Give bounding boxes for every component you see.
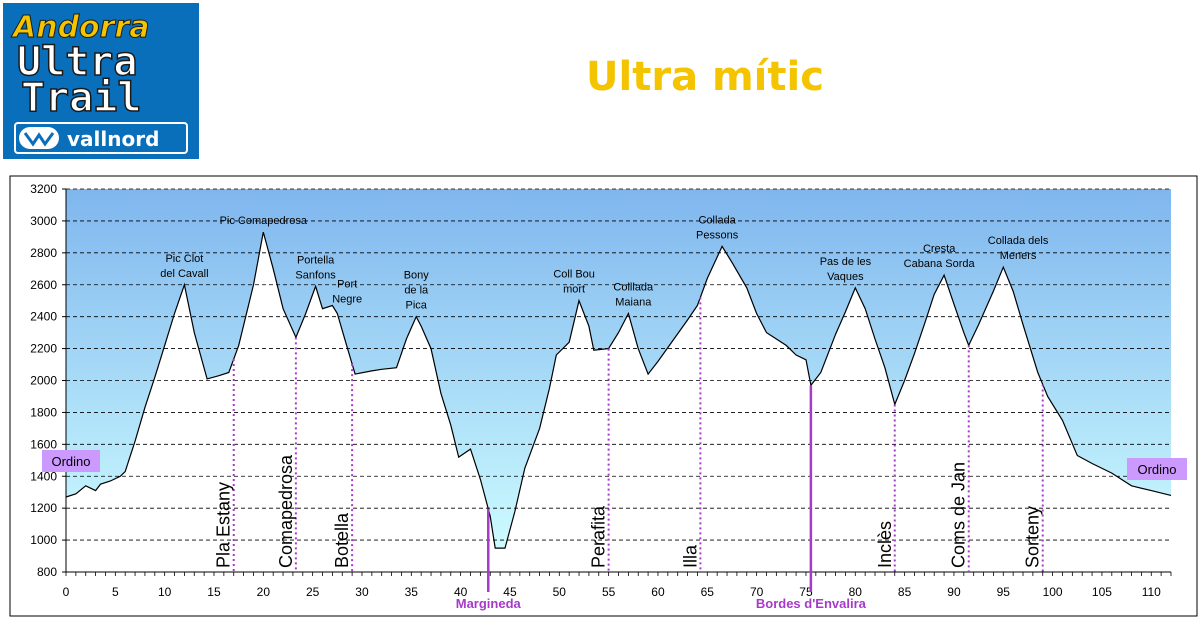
endpoint-label-start: Ordino <box>51 454 90 469</box>
peak-label: Collada Pessons <box>696 214 739 241</box>
y-tick-label: 1000 <box>30 533 57 547</box>
x-tick-label: 50 <box>553 585 567 599</box>
logo-andorra-text: Andorra <box>11 10 150 45</box>
x-tick-label: 10 <box>158 585 172 599</box>
x-tick-label: 25 <box>306 585 320 599</box>
x-tick-label: 40 <box>454 585 468 599</box>
y-tick-label: 800 <box>37 565 57 579</box>
x-tick-label: 20 <box>257 585 271 599</box>
x-tick-label: 45 <box>503 585 517 599</box>
y-tick-label: 1200 <box>30 501 57 515</box>
peak-label: Portella Sanfons <box>295 254 336 281</box>
x-tick-label: 0 <box>63 585 70 599</box>
x-tick-label: 5 <box>112 585 119 599</box>
x-tick-label: 100 <box>1043 585 1063 599</box>
checkpoint-label-coms-de-jan: Coms de Jan <box>949 462 969 568</box>
y-tick-label: 1600 <box>30 437 57 451</box>
endpoint-label-finish: Ordino <box>1137 462 1176 477</box>
peak-label: Pas de les Vaques <box>820 256 872 283</box>
y-tick-label: 2400 <box>30 310 57 324</box>
vallnord-icon <box>19 127 59 149</box>
peak-label: Port Negre <box>332 278 362 305</box>
peak-label: Colllada Maiana <box>613 281 654 308</box>
checkpoint-label-sorteny: Sorteny <box>1023 506 1043 568</box>
elevation-profile-line <box>65 231 1172 549</box>
checkpoint-label-perafita: Perafita <box>589 505 609 568</box>
checkpoint-label-pla-estany: Pla Estany <box>214 482 234 568</box>
logo-vallnord-box <box>14 122 188 154</box>
x-tick-label: 15 <box>207 585 221 599</box>
peak-label: Cresta Cabana Sorda <box>904 243 976 270</box>
x-tick-label: 65 <box>701 585 715 599</box>
y-tick-label: 3200 <box>30 182 57 196</box>
peak-label: Pic Comapedrosa <box>220 215 308 227</box>
endpoint-box-finish <box>1127 458 1187 480</box>
logo-ultra-text: Ultra <box>17 39 137 85</box>
checkpoint-label-incl-s: Inclès <box>875 521 895 568</box>
x-tick-label: 35 <box>405 585 419 599</box>
andorra-ultra-trail-logo: Andorra Ultra Trail vallnord <box>3 3 199 159</box>
y-tick-label: 2800 <box>30 246 57 260</box>
x-tick-label: 85 <box>898 585 912 599</box>
peak-label: Collada dels Meners <box>988 235 1049 262</box>
checkpoint-label-botella: Botella <box>332 512 352 568</box>
x-tick-label: 105 <box>1092 585 1112 599</box>
checkpoint-label-bordes-d-envalira: Bordes d'Envalira <box>756 596 867 611</box>
checkpoint-label-illa: Illa <box>680 544 700 568</box>
page-title: Ultra mític <box>586 54 824 100</box>
x-tick-label: 30 <box>355 585 369 599</box>
y-tick-label: 1800 <box>30 405 57 419</box>
checkpoint-label-margineda: Margineda <box>456 596 522 611</box>
logo-trail-text: Trail <box>21 75 141 121</box>
y-tick-label: 1400 <box>30 469 57 483</box>
x-tick-label: 70 <box>750 585 764 599</box>
sky-fill-area <box>66 189 1171 549</box>
x-tick-label: 75 <box>799 585 813 599</box>
x-tick-label: 110 <box>1142 585 1161 599</box>
x-tick-label: 95 <box>997 585 1011 599</box>
x-tick-label: 60 <box>651 585 665 599</box>
peak-label: Coll Bou mort <box>553 269 595 296</box>
x-tick-label: 80 <box>849 585 863 599</box>
logo-vallnord-text: vallnord <box>67 127 159 151</box>
x-tick-label: 90 <box>947 585 961 599</box>
endpoint-box-start <box>42 450 100 472</box>
checkpoint-label-comapedrosa: Comapedrosa <box>276 454 296 568</box>
x-tick-label: 55 <box>602 585 616 599</box>
y-tick-label: 2000 <box>30 374 57 388</box>
y-tick-label: 3000 <box>30 214 57 228</box>
peak-label: Bony de la Pica <box>404 270 430 312</box>
y-tick-label: 2200 <box>30 342 57 356</box>
peak-label: Pic Clot del Cavall <box>160 253 208 280</box>
y-tick-label: 2600 <box>30 278 57 292</box>
